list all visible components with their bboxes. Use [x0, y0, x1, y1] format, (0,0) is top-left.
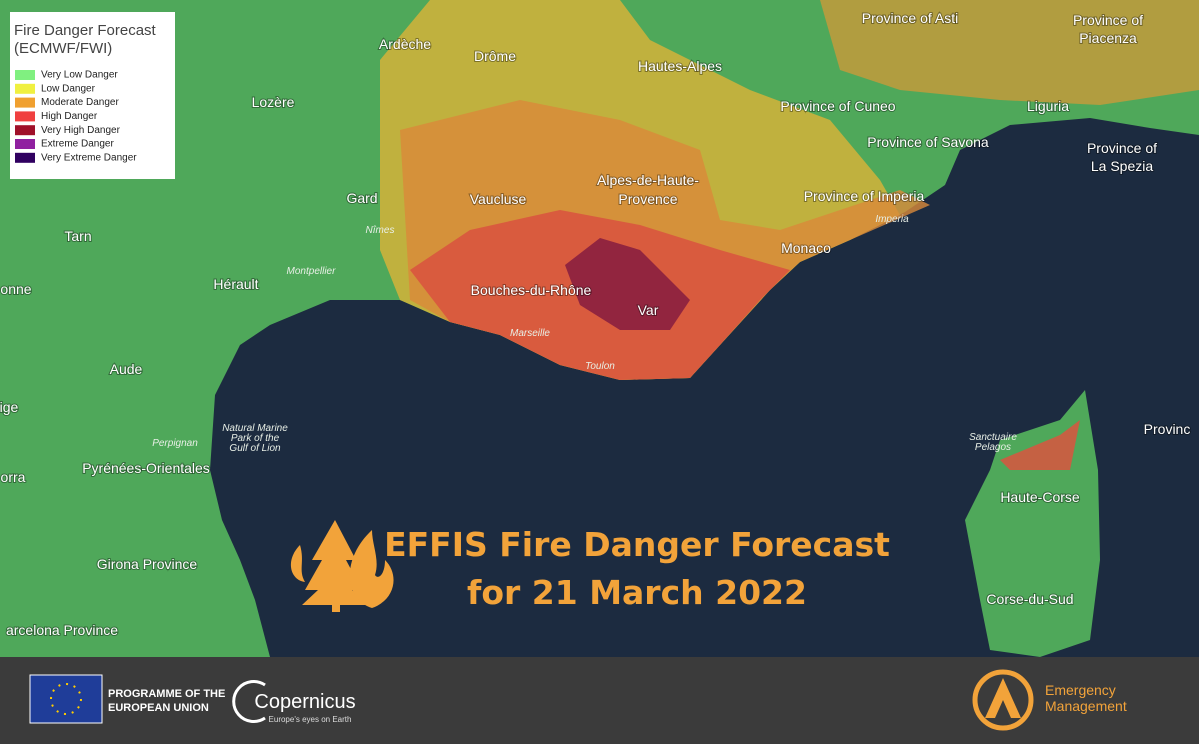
footer-bar: [0, 657, 1199, 744]
place-label: Provence: [618, 191, 677, 207]
place-label: Liguria: [1027, 98, 1069, 114]
place-label: Monaco: [781, 240, 831, 256]
eu-flag: [29, 674, 103, 724]
place-label: Provinc: [1144, 421, 1191, 437]
legend-swatch: [15, 139, 35, 149]
legend-label: Very High Danger: [41, 125, 121, 136]
place-label: Girona Province: [97, 556, 198, 572]
small-label: Sanctuaire: [969, 432, 1017, 443]
place-label: Alpes-de-Haute-: [597, 172, 699, 188]
high-danger-area: [1000, 420, 1080, 470]
place-label: Bouches-du-Rhône: [471, 282, 592, 298]
em-text: Emergency: [1045, 682, 1116, 698]
legend-label: Low Danger: [41, 83, 96, 94]
em-logo-figure: [985, 678, 1021, 718]
legend-swatch: [15, 125, 35, 136]
small-label: Montpellier: [287, 266, 337, 277]
em-logo: [972, 669, 1034, 731]
legend-label: High Danger: [41, 111, 98, 122]
copernicus-name: Copernicus: [254, 691, 355, 713]
place-label: orra: [1, 469, 26, 485]
flame-icon: [349, 530, 394, 608]
eu-stars: [50, 683, 82, 715]
place-label: Lozère: [252, 94, 295, 110]
copernicus-tagline: Europe's eyes on Earth: [269, 715, 352, 724]
place-label: Gard: [346, 190, 377, 206]
place-label: Province of Asti: [862, 10, 959, 26]
eu-text: EUROPEAN UNION: [108, 702, 209, 714]
tree-icon: [302, 520, 368, 612]
place-label: Hautes-Alpes: [638, 58, 722, 74]
place-label: Aude: [110, 361, 143, 377]
copernicus-logo: [232, 680, 266, 723]
legend-box: [10, 12, 175, 179]
small-label: Perpignan: [152, 438, 198, 449]
place-label: Province of Savona: [867, 134, 989, 150]
legend-label: Very Extreme Danger: [41, 152, 137, 163]
place-label: Drôme: [474, 48, 516, 64]
small-label: Imperia: [875, 214, 909, 225]
eu-text: PROGRAMME OF THE: [108, 688, 225, 700]
legend-label: Extreme Danger: [41, 139, 114, 150]
very-high-danger-area: [565, 238, 690, 330]
place-label: Tarn: [64, 228, 91, 244]
small-label: Marseille: [510, 328, 550, 339]
place-label: Vaucluse: [470, 191, 527, 207]
place-label: Ardèche: [379, 36, 431, 52]
legend-swatch: [15, 152, 35, 163]
legend-swatch: [15, 111, 35, 122]
small-label: Toulon: [585, 361, 615, 372]
legend-title: (ECMWF/FWI): [14, 40, 112, 57]
place-label: La Spezia: [1091, 158, 1153, 174]
banner-date: for 21 March 2022: [467, 573, 807, 612]
place-label: ige: [0, 399, 19, 415]
place-label: Var: [638, 302, 659, 318]
banner-title: EFFIS Fire Danger Forecast: [384, 525, 890, 564]
em-text: Management: [1045, 698, 1127, 714]
map-labels: Ardèche Drôme Hautes-Alpes Province of A…: [0, 9, 1191, 639]
small-label: Natural Marine: [222, 423, 288, 434]
legend: Fire Danger Forecast (ECMWF/FWI) Very Lo…: [10, 12, 175, 179]
place-label: Province of: [1087, 140, 1157, 156]
place-label: Province of: [1073, 12, 1143, 28]
legend-swatch: [15, 97, 35, 108]
small-label: Park of the: [231, 433, 280, 444]
legend-title: Fire Danger Forecast: [14, 22, 157, 39]
place-label: Province of Cuneo: [780, 98, 895, 114]
banner: EFFIS Fire Danger Forecast for 21 March …: [290, 520, 890, 612]
legend-label: Moderate Danger: [41, 97, 119, 108]
legend-swatch: [15, 83, 35, 94]
place-label: Province of Imperia: [804, 188, 925, 204]
small-label: Nîmes: [366, 225, 395, 236]
place-label: Corse-du-Sud: [986, 591, 1073, 607]
small-label: Pelagos: [975, 442, 1011, 453]
legend-label: Very Low Danger: [41, 70, 118, 81]
place-label: arcelona Province: [6, 622, 118, 638]
place-label: onne: [0, 281, 31, 297]
place-label: Hérault: [213, 276, 258, 292]
legend-swatch: [15, 70, 35, 80]
small-label: Gulf of Lion: [229, 443, 281, 454]
place-label: Piacenza: [1079, 30, 1137, 46]
place-label: Haute-Corse: [1000, 489, 1080, 505]
flame-icon: [290, 545, 305, 582]
place-label: Pyrénées-Orientales: [82, 460, 210, 476]
footer: PROGRAMME OF THE EUROPEAN UNION Copernic…: [0, 657, 1199, 744]
moderate-danger-area: [820, 0, 1199, 105]
